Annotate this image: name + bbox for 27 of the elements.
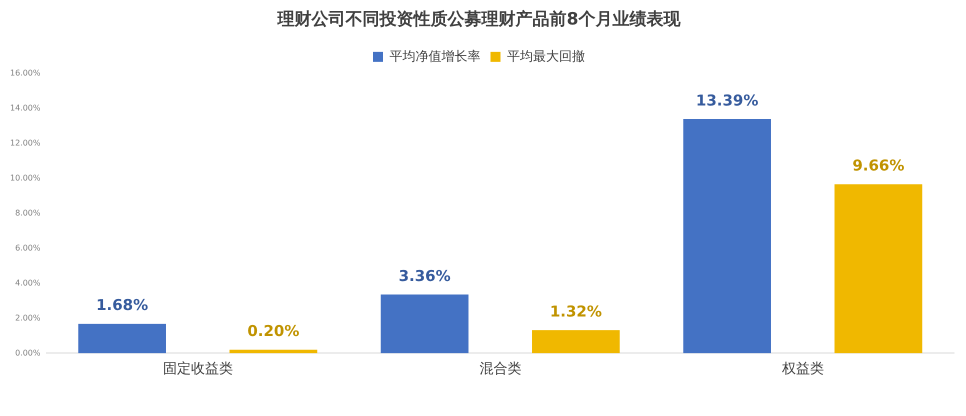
data-label: 0.20% <box>247 322 300 340</box>
bar <box>230 350 318 354</box>
y-tick-label: 4.00% <box>15 278 41 288</box>
chart-title: 理财公司不同投资性质公募理财产品前8个月业绩表现 <box>276 10 682 30</box>
y-tick-label: 10.00% <box>10 173 41 182</box>
bar <box>683 119 771 354</box>
y-tick-label: 14.00% <box>10 103 41 112</box>
data-label: 1.32% <box>550 302 602 321</box>
legend-label: 平均最大回撤 <box>507 49 585 64</box>
y-tick-label: 6.00% <box>15 243 41 252</box>
x-tick-label: 权益类 <box>780 361 824 378</box>
data-label: 3.36% <box>398 266 451 285</box>
bar <box>78 324 166 354</box>
legend-label: 平均净值增长率 <box>390 48 480 64</box>
data-label: 13.39% <box>696 91 758 110</box>
y-tick-label: 2.00% <box>15 313 41 322</box>
y-tick-label: 8.00% <box>15 208 41 218</box>
y-tick-label: 16.00% <box>10 68 41 78</box>
data-label: 9.66% <box>852 156 904 175</box>
x-tick-label: 固定收益类 <box>162 361 233 378</box>
y-tick-label: 0.00% <box>15 348 41 358</box>
bar <box>532 330 620 354</box>
bar <box>834 184 922 354</box>
bar <box>380 294 468 354</box>
y-tick-label: 12.00% <box>10 138 41 148</box>
data-label: 1.68% <box>96 296 148 314</box>
x-tick-label: 混合类 <box>479 361 522 378</box>
